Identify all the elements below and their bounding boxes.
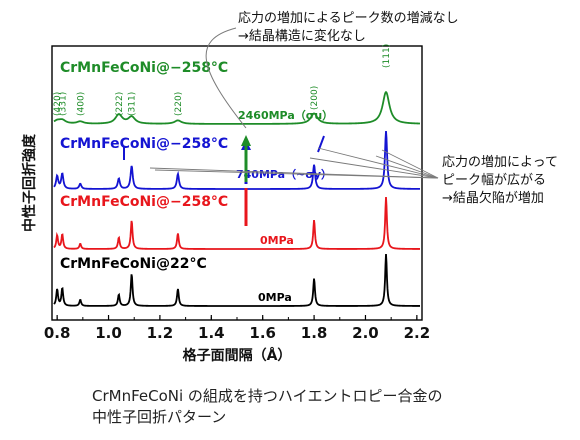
caption-line2: 中性子回折パターン [92, 408, 227, 426]
series-condition-1: 0MPa [260, 234, 294, 247]
x-tick-label: 2.0 [352, 324, 379, 342]
pointer-right [309, 157, 439, 179]
annotation-right-line1: 応力の増加によって [442, 155, 558, 170]
series-line-3 [53, 90, 421, 125]
annotation-top-line1: 応力の増加によるピーク数の増減なし [238, 10, 459, 26]
caption-line1: CrMnFeCoNi の組成を持つハイエントロピー合金の [92, 387, 443, 405]
hkl-label: (220) [174, 92, 184, 116]
series-name-1: CrMnFeCoNi@−258°C [60, 194, 228, 210]
x-tick-label: 1.2 [147, 324, 174, 342]
annotations-layer: 応力の増加によるピーク数の増減なし →結晶構造に変化なし 応力の増加によって ピ… [238, 10, 558, 206]
x-tick-label: 2.2 [404, 324, 431, 342]
hkl-label: (400) [76, 92, 86, 116]
series-line-2 [53, 130, 420, 190]
series-line-1 [53, 196, 420, 250]
pointer-right [375, 155, 439, 179]
series-name-2: CrMnFeCoNi@−258°C [60, 136, 228, 152]
pointer-right [317, 147, 439, 179]
series-condition-0: 0MPa [258, 291, 292, 304]
x-tick-label: 0.8 [44, 324, 71, 342]
x-tick-label: 1.8 [301, 324, 328, 342]
plot-frame [51, 45, 423, 321]
hkl-label: (200) [310, 86, 320, 110]
pointer-right [154, 169, 439, 179]
arrowhead-green [241, 135, 251, 146]
series-condition-3: 2460MPa（σu） [238, 109, 333, 122]
x-tick-label: 1.4 [198, 324, 225, 342]
annotation-top-line2: →結晶構造に変化なし [238, 28, 366, 44]
pointer-right [381, 149, 439, 179]
series-line-0 [53, 253, 420, 307]
pointer-top [205, 27, 247, 129]
annotation-right-line3: →結晶欠陥が増加 [442, 190, 544, 206]
hkl-label: (420) [53, 92, 63, 116]
hkl-label: (331) [58, 92, 68, 116]
hkl-label: (111) [382, 44, 392, 68]
broadening-marker [317, 135, 325, 153]
x-tick-label: 1.0 [95, 324, 122, 342]
hkl-label: (222) [115, 92, 125, 116]
hkl-label: (311) [128, 92, 138, 116]
annotation-right-line2: ピーク幅が広がる [442, 173, 546, 188]
x-axis-label: 格子面間隔（Å） [183, 347, 292, 364]
series-name-0: CrMnFeCoNi@22°C [60, 256, 207, 272]
series-condition-2: 740MPa（~σy） [236, 168, 332, 181]
y-axis-label: 中性子回折強度 [21, 133, 38, 232]
x-tick-label: 1.6 [249, 324, 276, 342]
series-name-3: CrMnFeCoNi@−258°C [60, 60, 228, 76]
figure-caption: CrMnFeCoNi の組成を持つハイエントロピー合金の 中性子回折パターン [92, 386, 443, 428]
